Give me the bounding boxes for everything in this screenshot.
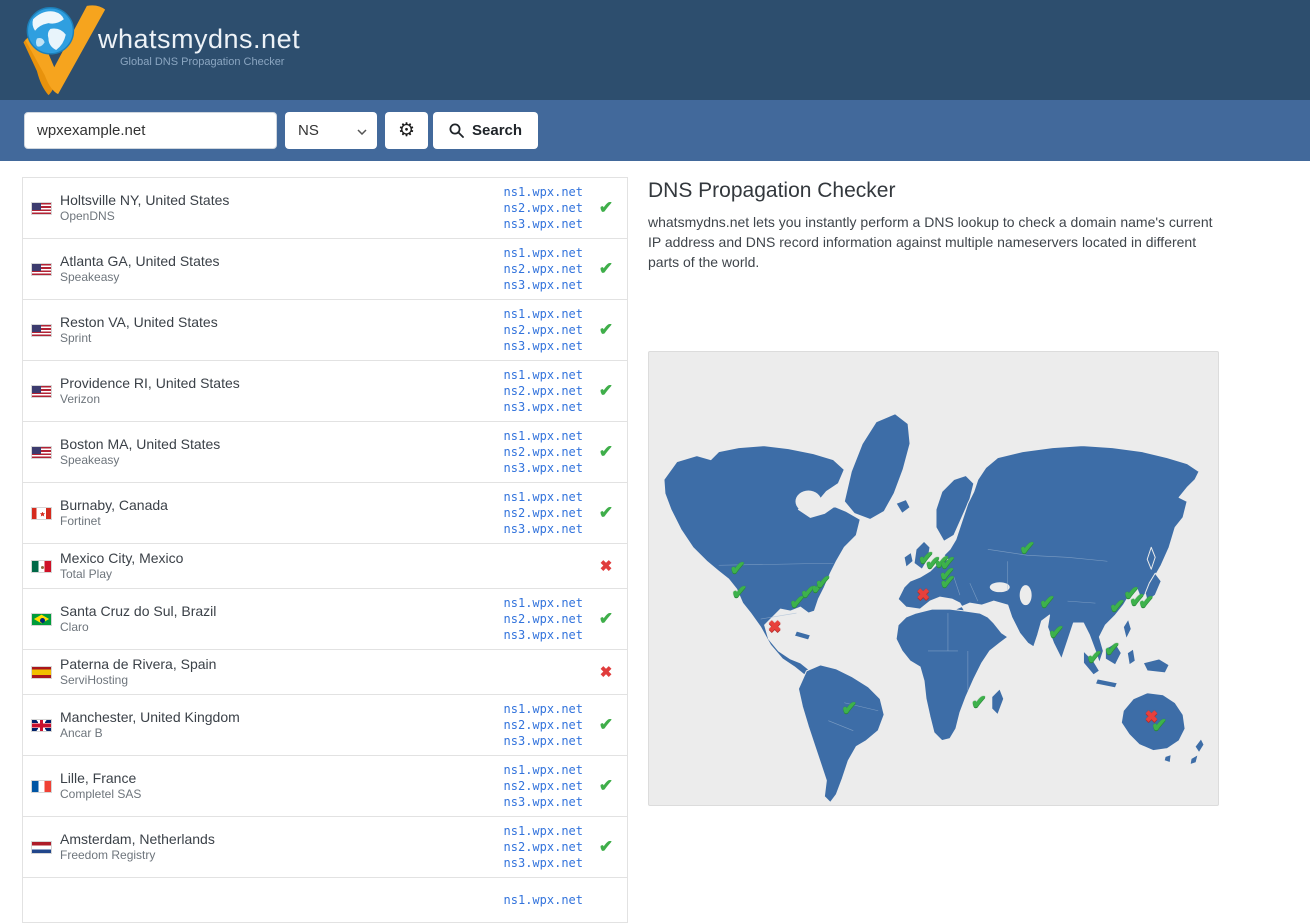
location-name: Lille, France: [60, 770, 137, 786]
status-icon: ✔: [598, 837, 614, 856]
status-icon: ✔: [598, 503, 614, 522]
search-icon: [449, 123, 464, 138]
status-icon: ✔: [598, 381, 614, 400]
record-type-value: NS: [298, 122, 319, 139]
isp-name: Sprint: [60, 331, 92, 345]
ns-records: ns1.wpx.net ns2.wpx.net ns3.wpx.net: [503, 490, 583, 536]
ns-records: ns1.wpx.net: [503, 893, 583, 907]
world-map: ✔ ✔ ✔ ✔ ✔ ✔ ✔ ✔ ✔ ✔ ✔ ✔ ✔ ✔ ✔ ✔ ✔ ✔ ✔ ✔ ✔ ✔ ✔ ✔ ✖ ✖ ✖: [648, 351, 1219, 806]
isp-name: Ancar B: [60, 726, 103, 740]
chevron-down-icon: [357, 128, 367, 135]
location-name: Santa Cruz do Sul, Brazil: [60, 603, 217, 619]
country-flag-icon: [31, 559, 52, 573]
record-type-select[interactable]: NS: [285, 112, 377, 149]
ns-records: ns1.wpx.net ns2.wpx.net ns3.wpx.net: [503, 429, 583, 475]
status-icon: ✔: [598, 715, 614, 734]
location-name: Mexico City, Mexico: [60, 550, 184, 566]
gear-icon: ⚙: [397, 120, 416, 141]
location-name: Providence RI, United States: [60, 375, 240, 391]
dns-result-row[interactable]: Providence RI, United States Verizon ns1…: [23, 361, 627, 422]
location-name: Boston MA, United States: [60, 436, 221, 452]
status-icon: ✖: [599, 558, 613, 575]
location-name: Holtsville NY, United States: [60, 192, 230, 208]
ns-records: ns1.wpx.net ns2.wpx.net ns3.wpx.net: [503, 824, 583, 870]
location-name: Manchester, United Kingdom: [60, 709, 240, 725]
country-flag-icon: [31, 840, 52, 854]
dns-results-list: Holtsville NY, United States OpenDNS ns1…: [22, 177, 628, 923]
status-icon: ✔: [598, 609, 614, 628]
isp-name: Freedom Registry: [60, 848, 156, 862]
options-button[interactable]: ⚙: [385, 112, 428, 149]
world-map-svg: [663, 413, 1205, 803]
dns-result-row[interactable]: Lille, France Completel SAS ns1.wpx.net n…: [23, 756, 627, 817]
dns-result-row[interactable]: Mexico City, Mexico Total Play ✖: [23, 544, 627, 589]
location-name: Atlanta GA, United States: [60, 253, 220, 269]
isp-name: Completel SAS: [60, 787, 142, 801]
isp-name: Claro: [60, 620, 89, 634]
isp-name: ServiHosting: [60, 673, 129, 687]
country-flag-icon: [31, 323, 52, 337]
status-icon: ✔: [598, 259, 614, 278]
country-flag-icon: [31, 445, 52, 459]
location-name: Paterna de Rivera, Spain: [60, 656, 217, 672]
dns-result-row[interactable]: Reston VA, United States Sprint ns1.wpx.…: [23, 300, 627, 361]
search-button-label: Search: [472, 122, 523, 139]
isp-name: Fortinet: [60, 514, 101, 528]
isp-name: Verizon: [60, 392, 101, 406]
ns-records: ns1.wpx.net ns2.wpx.net ns3.wpx.net: [503, 702, 583, 748]
isp-name: Speakeasy: [60, 453, 120, 467]
country-flag-icon: [31, 262, 52, 276]
brand-tagline: Global DNS Propagation Checker: [120, 56, 285, 68]
domain-input[interactable]: [24, 112, 277, 149]
brand-name[interactable]: whatsmydns.net: [98, 24, 301, 54]
dns-result-row[interactable]: Boston MA, United States Speakeasy ns1.w…: [23, 422, 627, 483]
dns-result-row[interactable]: Santa Cruz do Sul, Brazil Claro ns1.wpx.…: [23, 589, 627, 650]
dns-result-row[interactable]: Paterna de Rivera, Spain ServiHosting ✖: [23, 650, 627, 695]
site-header: whatsmydns.net Global DNS Propagation Ch…: [0, 0, 1310, 100]
search-bar: NS ⚙ Search: [0, 100, 1310, 161]
dns-result-row[interactable]: ns1.wpx.net: [23, 878, 627, 922]
isp-name: Speakeasy: [60, 270, 120, 284]
status-icon: ✔: [598, 442, 614, 461]
location-name: Burnaby, Canada: [60, 497, 168, 513]
search-button[interactable]: Search: [433, 112, 539, 149]
dns-result-row[interactable]: Holtsville NY, United States OpenDNS ns1…: [23, 178, 627, 239]
ns-records: ns1.wpx.net ns2.wpx.net ns3.wpx.net: [503, 596, 583, 642]
status-icon: ✔: [598, 198, 614, 217]
country-flag-icon: [31, 506, 52, 520]
dns-result-row[interactable]: Burnaby, Canada Fortinet ns1.wpx.net ns2.…: [23, 483, 627, 544]
ns-records: ns1.wpx.net ns2.wpx.net ns3.wpx.net: [503, 246, 583, 292]
whatsmydns-logo: [23, 5, 106, 96]
ns-records: ns1.wpx.net ns2.wpx.net ns3.wpx.net: [503, 185, 583, 231]
ns-records: ns1.wpx.net ns2.wpx.net ns3.wpx.net: [503, 763, 583, 809]
country-flag-icon: [31, 718, 52, 732]
location-name: Amsterdam, Netherlands: [60, 831, 215, 847]
dns-result-row[interactable]: Amsterdam, Netherlands Freedom Registry …: [23, 817, 627, 878]
isp-name: Total Play: [60, 567, 113, 581]
country-flag-icon: [31, 665, 52, 679]
dns-result-row[interactable]: Atlanta GA, United States Speakeasy ns1.…: [23, 239, 627, 300]
location-name: Reston VA, United States: [60, 314, 218, 330]
status-icon: ✔: [598, 776, 614, 795]
ns-records: ns1.wpx.net ns2.wpx.net ns3.wpx.net: [503, 368, 583, 414]
country-flag-icon: [31, 612, 52, 626]
country-flag-icon: [31, 201, 52, 215]
country-flag-icon: [31, 384, 52, 398]
country-flag-icon: [31, 779, 52, 793]
ns-records: ns1.wpx.net ns2.wpx.net ns3.wpx.net: [503, 307, 583, 353]
dns-result-row[interactable]: Manchester, United Kingdom Ancar B ns1.w…: [23, 695, 627, 756]
status-icon: ✖: [599, 664, 613, 681]
status-icon: ✔: [598, 320, 614, 339]
isp-name: OpenDNS: [60, 209, 115, 223]
page-title: DNS Propagation Checker: [648, 179, 896, 202]
page-description: whatsmydns.net lets you instantly perfor…: [648, 214, 1213, 270]
